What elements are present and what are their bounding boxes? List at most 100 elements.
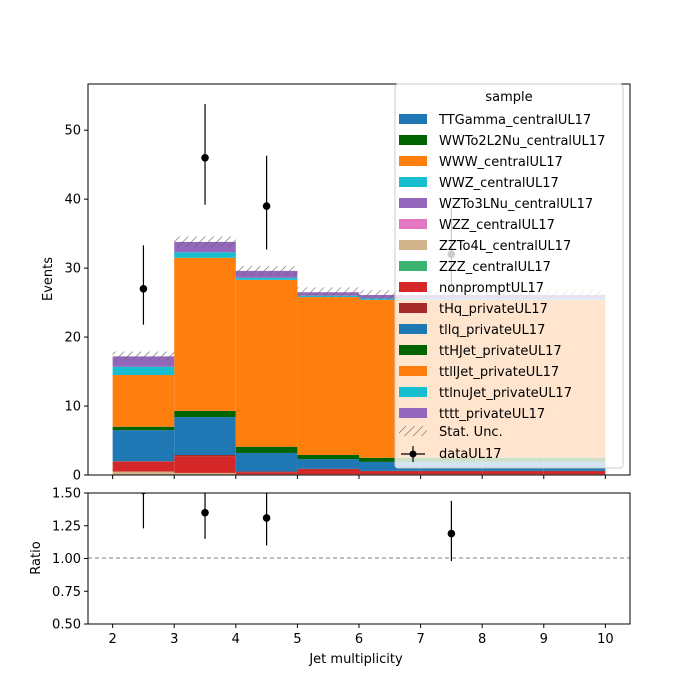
- x-tick-label-6: 8: [478, 632, 486, 647]
- legend-swatch-ttHJet_privateUL17: [399, 345, 427, 355]
- legend-swatch-WWW_centralUL17: [399, 156, 427, 166]
- main-y-tick-label-5: 50: [64, 124, 81, 139]
- bar-tHq_privateUL17-bin-0: [112, 461, 175, 462]
- legend-item-ZZTo4L_centralUL17: ZZTo4L_centralUL17: [399, 239, 571, 254]
- bar-tllq_privateUL17-bin-0: [112, 430, 175, 462]
- legend-label-nonpromptUL17: nonpromptUL17: [439, 281, 544, 296]
- ratio-x-ticks: 2 3 4 5 6 7 8 9 10: [108, 624, 614, 647]
- legend-label-tHq_privateUL17: tHq_privateUL17: [439, 302, 548, 317]
- legend-item-WWTo2L2Nu_centralUL17: WWTo2L2Nu_centralUL17: [399, 134, 605, 149]
- legend-item-nonpromptUL17: nonpromptUL17: [399, 281, 544, 296]
- x-tick-label-1: 3: [170, 632, 178, 647]
- legend-label-tllq_privateUL17: tllq_privateUL17: [439, 323, 545, 338]
- bar-tllq_privateUL17-bin-2: [235, 452, 298, 472]
- bar-nonpromptUL17-bin-3: [297, 469, 359, 475]
- stat-unc-band-bin-1: [174, 236, 236, 248]
- bar-tttt_privateUL17-bin-0: [112, 356, 175, 367]
- bar-ttHJet_privateUL17-bin-3: [297, 455, 359, 460]
- bar-tHq_privateUL17-bin-1: [174, 455, 236, 457]
- legend-item-WWW_centralUL17: WWW_centralUL17: [399, 155, 563, 170]
- legend-item-WZZ_centralUL17: WZZ_centralUL17: [399, 218, 555, 233]
- legend: sample TTGamma_centralUL17 WWTo2L2Nu_cent…: [394, 83, 624, 469]
- bar-tHq_privateUL17-bin-6: [482, 470, 544, 472]
- bar-tHq_privateUL17-bin-3: [297, 468, 359, 470]
- bar-tHq_privateUL17-bin-5: [420, 470, 483, 472]
- x-tick-label-4: 6: [355, 632, 363, 647]
- legend-swatch-stat-unc: [399, 426, 427, 436]
- legend-title: sample: [485, 90, 532, 105]
- ratio-y-axis-label: Ratio: [29, 541, 44, 574]
- ratio-y-ticks: 0.50 0.75 1.00 1.25 1.50: [52, 487, 88, 633]
- legend-swatch-data-marker: [409, 450, 417, 458]
- legend-swatch-tttt_privateUL17: [399, 408, 427, 418]
- legend-item-ttllJet_privateUL17: ttllJet_privateUL17: [399, 365, 559, 380]
- legend-swatch-ttllJet_privateUL17: [399, 366, 427, 376]
- x-tick-label-8: 10: [597, 632, 614, 647]
- bar-ttHJet_privateUL17-bin-2: [235, 446, 298, 453]
- stat-unc-band-bin-4: [359, 290, 421, 300]
- y-axis-label: Events: [41, 257, 56, 301]
- x-tick-label-7: 9: [540, 632, 548, 647]
- ratio-y-tick-label-2: 1.00: [52, 552, 81, 567]
- legend-label-WWZ_centralUL17: WWZ_centralUL17: [439, 176, 559, 191]
- bar-ttHJet_privateUL17-bin-0: [112, 426, 175, 431]
- legend-label-stat-unc: Stat. Unc.: [439, 425, 503, 440]
- legend-label-ttlnuJet_privateUL17: ttlnuJet_privateUL17: [439, 386, 572, 401]
- ratio-panel: 0.50 0.75 1.00 1.25 1.50 2 3 4 5 6 7 8 9 10 Ratio Je…: [29, 487, 631, 667]
- legend-box: [394, 83, 624, 469]
- legend-label-WZZ_centralUL17: WZZ_centralUL17: [439, 218, 555, 233]
- legend-swatch-tllq_privateUL17: [399, 324, 427, 334]
- legend-swatch-ZZTo4L_centralUL17: [399, 240, 427, 250]
- legend-swatch-tHq_privateUL17: [399, 303, 427, 313]
- bar-ttHJet_privateUL17-bin-4: [359, 457, 421, 462]
- ratio-y-tick-label-4: 1.50: [52, 487, 81, 502]
- legend-label-WWTo2L2Nu_centralUL17: WWTo2L2Nu_centralUL17: [439, 134, 605, 149]
- bar-ZZTo4L_centralUL17-bin-0: [112, 471, 175, 475]
- ratio-axes-frame: [87, 492, 631, 625]
- bar-nonpromptUL17-bin-2: [235, 472, 298, 475]
- data-point-2: [262, 202, 271, 210]
- main-y-tick-label-1: 10: [64, 400, 81, 415]
- ratio-point-2: [262, 514, 271, 522]
- main-y-tick-label-2: 20: [64, 331, 81, 346]
- data-point-0: [139, 285, 148, 293]
- bar-ttllJet_privateUL17-bin-1: [174, 257, 236, 411]
- bar-ttllJet_privateUL17-bin-2: [235, 279, 298, 447]
- legend-swatch-WZZ_centralUL17: [399, 219, 427, 229]
- legend-items: TTGamma_centralUL17 WWTo2L2Nu_centralUL17…: [399, 113, 605, 422]
- x-tick-label-5: 7: [416, 632, 424, 647]
- legend-item-ttlnuJet_privateUL17: ttlnuJet_privateUL17: [399, 386, 572, 401]
- main-y-ticks: 0 10 20 30 40 50: [64, 124, 88, 484]
- bar-tHq_privateUL17-bin-7: [543, 470, 606, 472]
- bar-tllq_privateUL17-bin-4: [359, 461, 421, 471]
- bar-ttllJet_privateUL17-bin-0: [112, 375, 175, 427]
- legend-label-WZTo3LNu_centralUL17: WZTo3LNu_centralUL17: [439, 197, 593, 212]
- legend-item-ttHJet_privateUL17: ttHJet_privateUL17: [399, 344, 562, 359]
- legend-item-tttt_privateUL17: tttt_privateUL17: [399, 407, 545, 422]
- legend-item-TTGamma_centralUL17: TTGamma_centralUL17: [399, 113, 591, 128]
- bar-ttlnuJet_privateUL17-bin-1: [174, 252, 236, 258]
- legend-label-ttHJet_privateUL17: ttHJet_privateUL17: [439, 344, 562, 359]
- bar-nonpromptUL17-bin-4: [359, 471, 421, 475]
- ratio-y-tick-label-3: 1.25: [52, 519, 81, 534]
- bar-tllq_privateUL17-bin-3: [297, 459, 359, 469]
- x-axis-label: Jet multiplicity: [308, 652, 403, 667]
- x-tick-label-2: 4: [232, 632, 240, 647]
- legend-item-WWZ_centralUL17: WWZ_centralUL17: [399, 176, 559, 191]
- bar-ttHJet_privateUL17-bin-1: [174, 410, 236, 418]
- legend-item-stat-unc: Stat. Unc.: [399, 425, 503, 440]
- bar-ttlnuJet_privateUL17-bin-2: [235, 277, 298, 280]
- main-y-tick-label-4: 40: [64, 193, 81, 208]
- legend-swatch-WWTo2L2Nu_centralUL17: [399, 135, 427, 145]
- bar-nonpromptUL17-bin-5: [420, 471, 483, 475]
- ratio-point-3: [447, 529, 456, 538]
- x-tick-label-3: 5: [293, 632, 301, 647]
- bar-nonpromptUL17-bin-1: [174, 456, 236, 473]
- legend-label-ZZTo4L_centralUL17: ZZTo4L_centralUL17: [439, 239, 571, 254]
- bar-ttllJet_privateUL17-bin-3: [297, 297, 359, 456]
- bar-tHq_privateUL17-bin-2: [235, 471, 298, 473]
- legend-swatch-ttlnuJet_privateUL17: [399, 387, 427, 397]
- legend-item-data: dataUL17: [401, 446, 502, 462]
- legend-swatch-nonpromptUL17: [399, 282, 427, 292]
